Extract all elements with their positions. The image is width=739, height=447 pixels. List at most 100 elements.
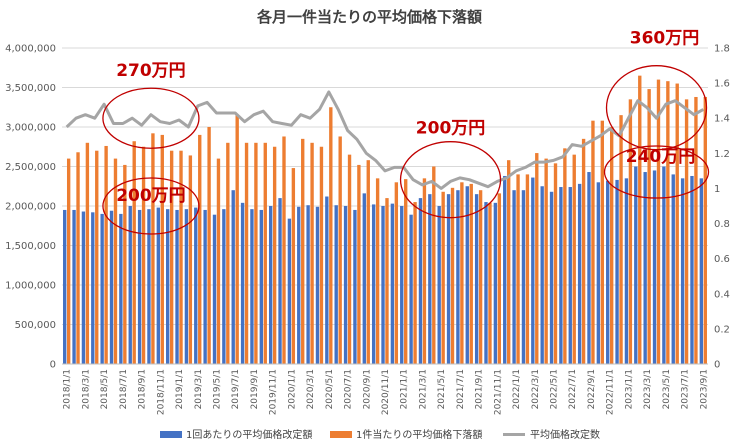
- x-tick-label: 2019/3/1: [194, 369, 204, 409]
- annotation-layer: 270万円 200万円 200万円 360万円 240万円: [102, 29, 710, 235]
- orange-bar: [535, 153, 539, 364]
- blue-bar: [568, 187, 572, 364]
- x-tick-label: 2019/11/1: [269, 369, 279, 415]
- x-tick-label: 2023/1/1: [624, 369, 634, 409]
- annotation-label: 360万円: [630, 29, 700, 49]
- orange-bar: [591, 120, 595, 365]
- orange-bar: [666, 81, 670, 365]
- orange-bar: [563, 148, 567, 364]
- orange-bar: [488, 202, 492, 364]
- blue-bar-series: [63, 166, 704, 364]
- orange-bar: [460, 182, 464, 364]
- blue-bar: [615, 179, 619, 364]
- orange-bar: [553, 163, 558, 364]
- blue-bar: [91, 212, 95, 364]
- orange-bar: [394, 182, 399, 364]
- orange-bar: [638, 75, 642, 365]
- x-tick-label: 2018/5/1: [100, 369, 110, 409]
- blue-bar: [503, 175, 507, 364]
- orange-bar: [404, 179, 408, 364]
- blue-bar: [690, 175, 694, 364]
- blue-bar: [250, 209, 254, 364]
- blue-bar: [128, 206, 132, 364]
- x-tick-label: 2022/5/1: [550, 369, 560, 409]
- orange-bar: [366, 160, 370, 364]
- orange-bar: [132, 141, 136, 364]
- x-tick-label: 2018/3/1: [81, 369, 91, 409]
- orange-bar: [244, 142, 249, 364]
- y-right-tick-label: 1.8: [714, 44, 730, 55]
- blue-bar: [175, 209, 179, 364]
- orange-bar: [422, 178, 427, 364]
- blue-bar: [203, 209, 207, 364]
- blue-bar: [606, 180, 610, 364]
- blue-bar: [212, 214, 217, 364]
- x-tick-label: 2023/7/1: [681, 369, 691, 409]
- x-tick-label: 2022/1/1: [512, 369, 522, 409]
- annotation-label: 240万円: [626, 147, 696, 167]
- orange-bar: [160, 134, 164, 364]
- blue-bar: [474, 194, 479, 364]
- orange-bar: [85, 142, 90, 364]
- orange-bar: [141, 146, 146, 364]
- orange-bar: [291, 168, 296, 364]
- orange-bar: [703, 96, 707, 364]
- chart-title: 各月一件当たりの平均価格下落額: [256, 8, 482, 26]
- blue-bar: [587, 172, 591, 364]
- blue-bar: [362, 193, 366, 364]
- x-tick-label: 2020/9/1: [362, 369, 372, 409]
- y-left-tick-label: 3,000,000: [5, 123, 56, 134]
- x-tick-label: 2020/1/1: [287, 369, 297, 409]
- legend-swatch-blue: [160, 431, 182, 438]
- y-right-tick-label: 0: [714, 360, 720, 371]
- orange-bar: [432, 166, 436, 364]
- blue-bar: [278, 198, 282, 364]
- blue-bar: [194, 207, 198, 364]
- x-tick-label: 2018/11/1: [156, 369, 166, 415]
- orange-bar: [357, 164, 361, 364]
- y-right-tick-label: 1: [714, 184, 720, 195]
- orange-bar: [413, 202, 417, 364]
- blue-bar: [652, 170, 657, 364]
- blue-bar: [596, 182, 601, 364]
- blue-bar: [268, 206, 273, 364]
- annotation-label: 270万円: [116, 61, 186, 81]
- blue-bar: [400, 206, 404, 364]
- annotation-ellipse: [399, 141, 502, 219]
- blue-bar: [147, 209, 151, 364]
- y-left-tick-label: 1,000,000: [5, 281, 56, 292]
- orange-bar: [254, 142, 258, 364]
- x-tick-label: 2021/7/1: [456, 369, 466, 409]
- orange-bar: [301, 138, 305, 364]
- x-tick-label: 2019/9/1: [250, 369, 260, 409]
- orange-bar: [282, 136, 286, 364]
- blue-bar: [531, 177, 535, 364]
- blue-bar: [409, 214, 413, 364]
- blue-bar: [577, 183, 582, 364]
- orange-bar: [151, 133, 155, 364]
- blue-bar: [287, 218, 292, 364]
- orange-bar: [207, 127, 211, 364]
- blue-bar: [662, 166, 666, 364]
- blue-bar: [306, 205, 310, 364]
- orange-bar: [507, 160, 511, 364]
- annotation-ellipse: [102, 177, 200, 235]
- y-left-tick-label: 2,000,000: [5, 202, 56, 213]
- x-tick-label: 2018/9/1: [138, 369, 148, 409]
- orange-bar: [66, 158, 71, 364]
- orange-bar: [450, 187, 455, 364]
- blue-bar: [184, 209, 189, 364]
- blue-bar: [259, 209, 263, 364]
- blue-bar: [549, 191, 554, 364]
- y-right-tick-label: 1.4: [714, 114, 730, 125]
- blue-bar: [240, 202, 245, 364]
- blue-bar: [109, 210, 114, 364]
- blue-bar: [465, 186, 469, 364]
- y-left-tick-label: 1,500,000: [5, 241, 56, 252]
- annotation-ellipse: [102, 87, 200, 149]
- blue-bar: [437, 206, 441, 364]
- orange-bar: [572, 154, 576, 364]
- orange-bar: [628, 99, 633, 364]
- x-tick-label: 2023/9/1: [699, 369, 709, 409]
